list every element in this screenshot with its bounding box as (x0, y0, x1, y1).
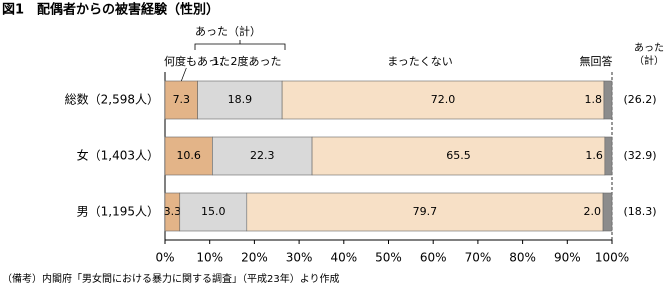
legend-label: 無回答 (580, 54, 613, 68)
x-tick-label: 40% (330, 251, 357, 265)
category-label: 女（1,403人） (77, 148, 159, 163)
value-label: 1.8 (584, 93, 602, 106)
bar-segment (281, 80, 605, 120)
value-label: 22.3 (250, 149, 275, 162)
category-label: 男（1,195人） (77, 205, 159, 219)
total-label: (18.3) (623, 205, 656, 218)
bar-segment (179, 192, 248, 232)
chart-title: 図1 配偶者からの被害経験（性別） (2, 2, 219, 18)
total-label: (26.2) (623, 93, 656, 106)
value-label: 1.6 (585, 149, 603, 162)
legend-label: 何度もあった (164, 54, 230, 68)
value-label: 15.0 (201, 205, 226, 218)
bar-segment (602, 192, 613, 232)
value-label: 3.3 (164, 205, 182, 218)
x-tick-label: 10% (196, 251, 223, 265)
legend-label: 1、2度あった (213, 54, 282, 68)
x-tick-label: 100% (595, 251, 629, 265)
bracket (194, 40, 286, 50)
total-header: あった（計） (634, 43, 664, 67)
value-label: 18.9 (228, 93, 253, 106)
value-label: 2.0 (584, 205, 602, 218)
x-tick-label: 30% (286, 251, 313, 265)
x-tick-label: 0% (155, 251, 174, 265)
x-tick-label: 90% (554, 251, 581, 265)
total-label: (32.9) (623, 149, 656, 162)
note: （備考）内閣府「男女間における暴力に関する調査」（平成23年）より作成 (2, 272, 340, 285)
bar-segment (197, 80, 283, 120)
category-label: 総数（2,598人） (65, 92, 159, 107)
bar-segment (212, 136, 313, 176)
value-label: 79.7 (413, 205, 438, 218)
x-tick-label: 60% (420, 251, 447, 265)
x-tick-label: 70% (465, 251, 492, 265)
bar-segment (164, 136, 213, 176)
bar-segment (604, 136, 613, 176)
value-label: 7.3 (173, 93, 191, 106)
x-tick-label: 50% (375, 251, 402, 265)
value-label: 10.6 (176, 149, 201, 162)
value-label: 72.0 (431, 93, 456, 106)
x-tick-label: 20% (241, 251, 268, 265)
legend-label: まったくない (387, 55, 453, 68)
value-label: 65.5 (446, 149, 471, 162)
bar-segment (603, 80, 613, 120)
leader-line (180, 67, 187, 82)
group-label: あった（計） (195, 24, 261, 38)
x-tick-label: 80% (509, 251, 536, 265)
